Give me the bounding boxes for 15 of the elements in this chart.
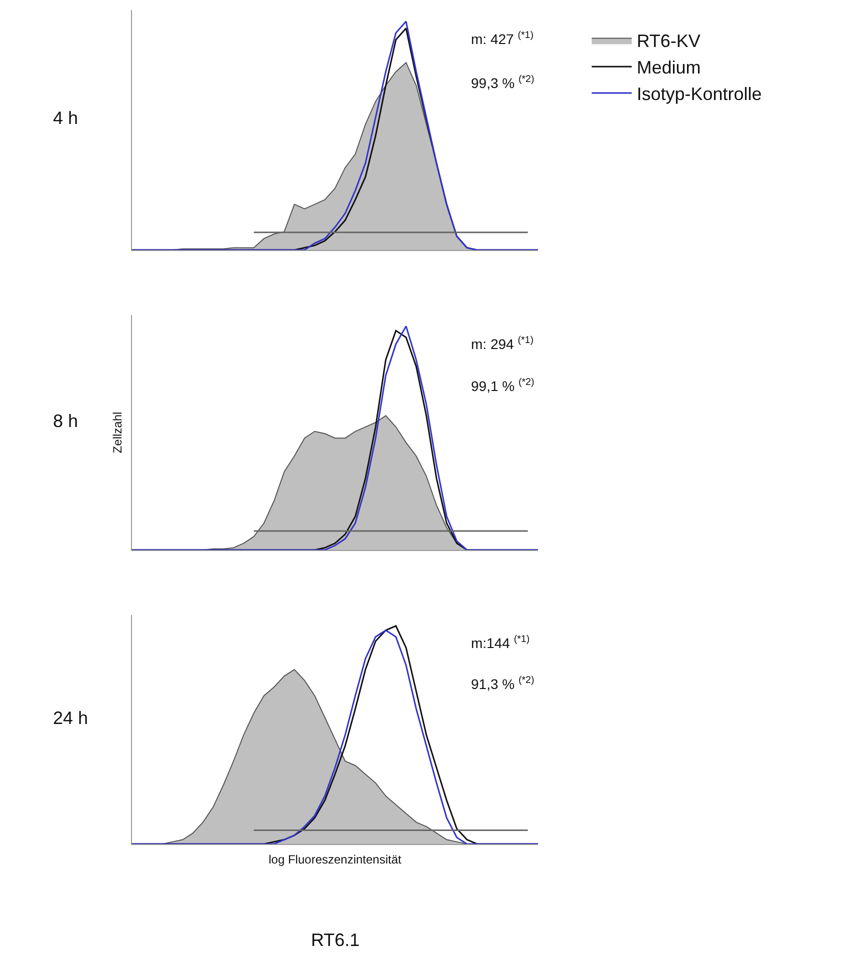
- legend-label: Isotyp-Kontrolle: [636, 84, 762, 104]
- annotation: 99,1 % $^{(*2)}$: [471, 377, 534, 394]
- x-axis-title: log Fluoreszenzintensität: [268, 852, 402, 866]
- legend-label: RT6-KV: [636, 31, 700, 52]
- y-axis-title: Zellzahl: [110, 412, 124, 454]
- annotation: m: 294 $^{(*1)}$: [471, 335, 534, 352]
- text: RT6.1: [311, 930, 360, 950]
- annotation: m:144 $^{(*1)}$: [471, 634, 530, 651]
- text: 8 h: [53, 411, 78, 431]
- annotation: 99,3 % $^{(*2)}$: [471, 74, 534, 91]
- annotation: 91,3 % $^{(*2)}$: [471, 675, 534, 692]
- annotation: m: 427 $^{(*1)}$: [471, 30, 534, 47]
- text: 24 h: [53, 708, 88, 728]
- text: 4 h: [53, 108, 78, 128]
- legend-label: Medium: [636, 58, 701, 78]
